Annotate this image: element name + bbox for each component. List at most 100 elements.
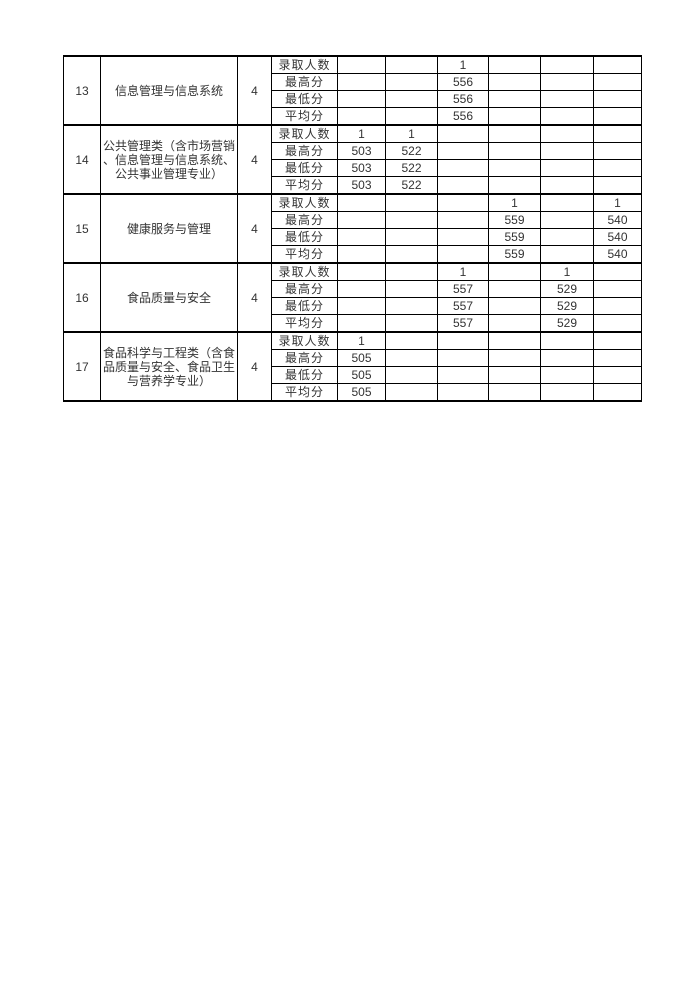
score-value-cell [593, 55, 642, 74]
score-value-cell [488, 90, 541, 108]
score-value-cell [540, 228, 594, 246]
major-name-cell: 食品科学与工程类（含食 品质量与安全、食品卫生 与营养学专业） [100, 331, 238, 402]
score-value-cell [488, 55, 541, 74]
metric-label-cell: 最高分 [271, 73, 338, 91]
score-value-cell [337, 211, 386, 229]
metric-label-cell: 平均分 [271, 245, 338, 264]
score-value-cell: 503 [337, 176, 386, 195]
score-value-cell: 540 [593, 245, 642, 264]
score-value-cell: 557 [437, 314, 489, 333]
metric-label-cell: 录取人数 [271, 55, 338, 74]
score-value-cell [540, 193, 594, 212]
score-value-cell [488, 159, 541, 177]
score-value-cell [385, 280, 438, 298]
metric-label-cell: 录取人数 [271, 262, 338, 281]
score-value-cell [540, 90, 594, 108]
table-row: 最低分 559 540 [64, 228, 642, 246]
table-row: 13 信息管理与信息系统 4 录取人数 1 [63, 55, 642, 126]
score-value-cell [593, 124, 642, 143]
row-number-cell: 13 [63, 55, 101, 126]
score-value-cell [385, 55, 438, 74]
score-value-cell: 1 [385, 124, 438, 143]
score-value-cell [540, 331, 594, 350]
score-value-cell [540, 366, 594, 384]
metric-label-cell: 录取人数 [271, 331, 338, 350]
table-row: 最高分 503 522 [64, 142, 642, 160]
program-length-cell: 4 [237, 262, 272, 333]
table-row: 16 食品质量与安全 4 录取人数 1 1 [63, 262, 642, 333]
score-value-cell [437, 176, 489, 195]
row-number-cell: 16 [63, 262, 101, 333]
score-value-cell [437, 211, 489, 229]
score-value-cell [437, 142, 489, 160]
score-value-cell [337, 73, 386, 91]
metric-label-cell: 最低分 [271, 159, 338, 177]
table-row: 最高分 559 540 [64, 211, 642, 229]
metric-label-cell: 最高分 [271, 349, 338, 367]
score-value-cell [540, 124, 594, 143]
score-value-cell: 559 [488, 211, 541, 229]
score-value-cell: 559 [488, 245, 541, 264]
score-value-cell: 1 [337, 124, 386, 143]
score-value-cell [385, 211, 438, 229]
score-value-cell [540, 55, 594, 74]
score-value-cell: 505 [337, 383, 386, 402]
score-value-cell [593, 366, 642, 384]
score-value-cell [593, 262, 642, 281]
score-value-cell [385, 90, 438, 108]
major-name-cell: 信息管理与信息系统 [100, 55, 238, 126]
table-row: 最高分 557 529 [64, 280, 642, 298]
metric-label-cell: 最低分 [271, 297, 338, 315]
score-value-cell: 522 [385, 159, 438, 177]
score-value-cell [437, 159, 489, 177]
score-value-cell: 522 [385, 176, 438, 195]
score-value-cell: 540 [593, 211, 642, 229]
score-value-cell [488, 331, 541, 350]
metric-label-cell: 最高分 [271, 142, 338, 160]
score-value-cell: 505 [337, 349, 386, 367]
score-value-cell [337, 193, 386, 212]
score-value-cell [593, 297, 642, 315]
score-value-cell [540, 349, 594, 367]
table-row: 14 公共管理类（含市场营销 、信息管理与信息系统、 公共事业管理专业） 4 录取人数… [63, 124, 642, 195]
table-body: 13 信息管理与信息系统 4 录取人数 1 最高分 556 最低分 556 平均分 556 14 公共管… [63, 55, 642, 402]
major-name-cell: 公共管理类（含市场营销 、信息管理与信息系统、 公共事业管理专业） [100, 124, 238, 195]
score-value-cell: 540 [593, 228, 642, 246]
score-value-cell [337, 55, 386, 74]
score-value-cell: 529 [540, 314, 594, 333]
score-value-cell [385, 314, 438, 333]
table-row: 最低分 505 [64, 366, 642, 384]
admission-score-table: 13 信息管理与信息系统 4 录取人数 1 最高分 556 最低分 556 平均分 556 14 公共管… [63, 55, 642, 402]
score-value-cell [540, 107, 594, 126]
table-row: 最低分 557 529 [64, 297, 642, 315]
score-value-cell [437, 331, 489, 350]
score-value-cell [488, 124, 541, 143]
score-value-cell [593, 142, 642, 160]
metric-label-cell: 最低分 [271, 366, 338, 384]
score-value-cell: 557 [437, 280, 489, 298]
score-value-cell [337, 228, 386, 246]
score-value-cell [540, 245, 594, 264]
score-value-cell [385, 262, 438, 281]
score-value-cell [540, 142, 594, 160]
score-value-cell [540, 159, 594, 177]
score-value-cell [488, 280, 541, 298]
table-row: 17 食品科学与工程类（含食 品质量与安全、食品卫生 与营养学专业） 4 录取人数 1 [63, 331, 642, 402]
program-length-cell: 4 [237, 331, 272, 402]
score-value-cell: 522 [385, 142, 438, 160]
score-value-cell: 1 [337, 331, 386, 350]
score-value-cell [437, 245, 489, 264]
score-value-cell [385, 331, 438, 350]
row-number-cell: 15 [63, 193, 101, 264]
score-value-cell [593, 331, 642, 350]
score-value-cell [488, 366, 541, 384]
score-value-cell [337, 90, 386, 108]
score-value-cell: 559 [488, 228, 541, 246]
table-row: 最高分 556 [64, 73, 642, 91]
score-value-cell [540, 73, 594, 91]
score-value-cell [488, 314, 541, 333]
program-length-cell: 4 [237, 124, 272, 195]
score-value-cell [437, 349, 489, 367]
score-value-cell: 503 [337, 142, 386, 160]
